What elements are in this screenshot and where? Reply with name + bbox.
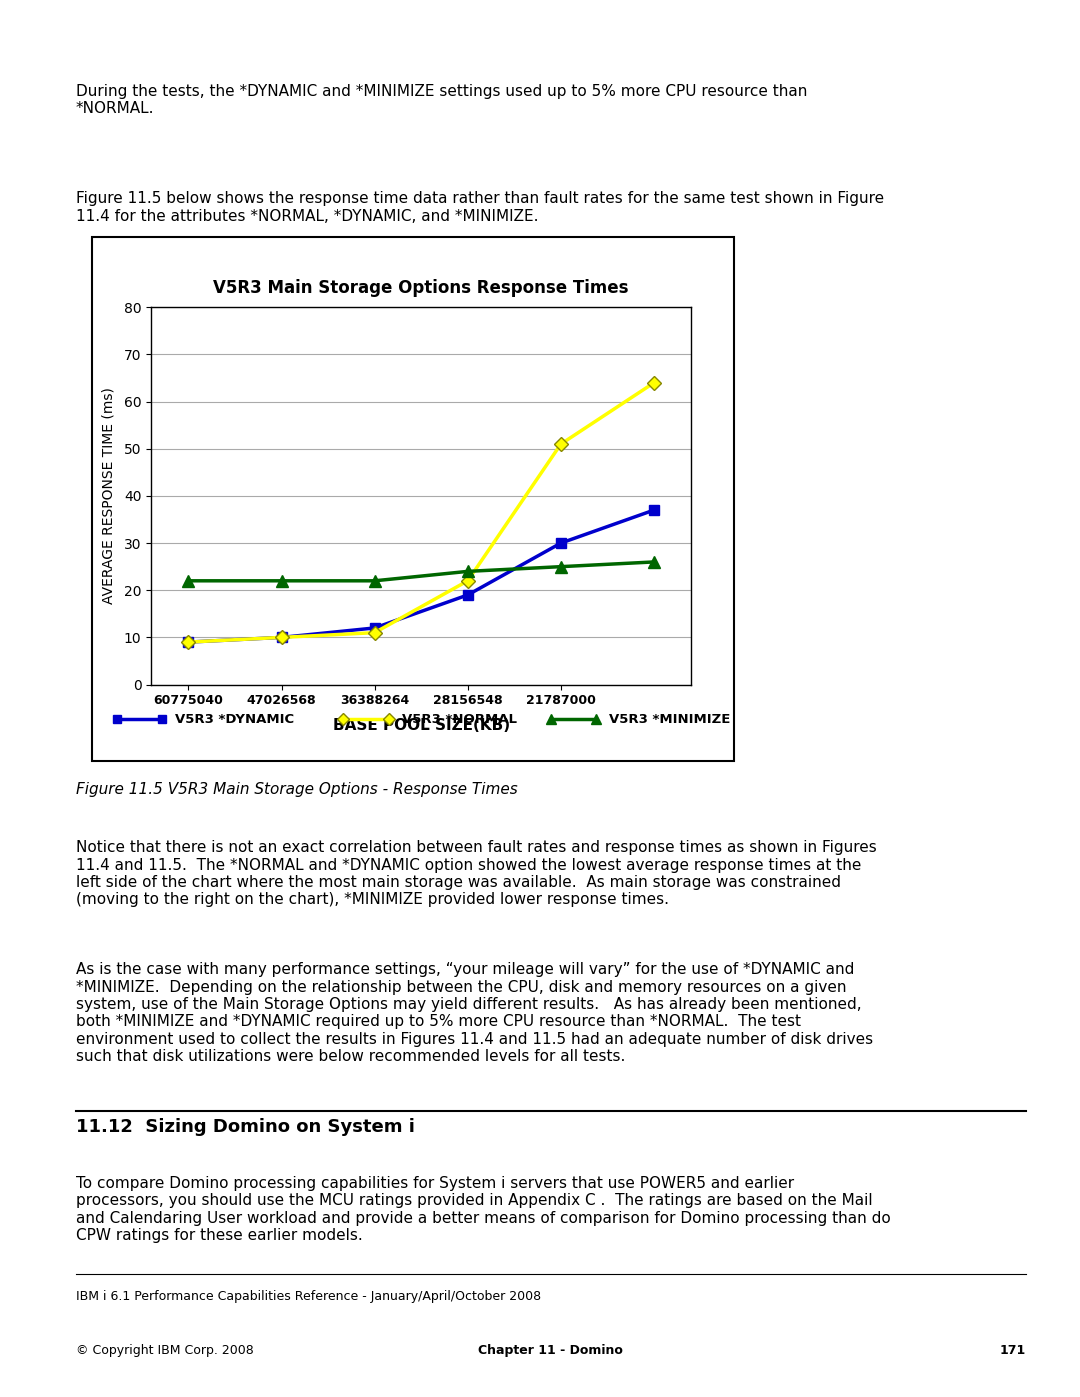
Text: Figure 11.5 V5R3 Main Storage Options - Response Times: Figure 11.5 V5R3 Main Storage Options - …: [76, 782, 517, 798]
Text: V5R3 *MINIMIZE: V5R3 *MINIMIZE: [609, 712, 730, 726]
Y-axis label: AVERAGE RESPONSE TIME (ms): AVERAGE RESPONSE TIME (ms): [102, 387, 116, 605]
Text: To compare Domino processing capabilities for System i servers that use POWER5 a: To compare Domino processing capabilitie…: [76, 1176, 890, 1243]
Text: 11.12  Sizing Domino on System i: 11.12 Sizing Domino on System i: [76, 1118, 415, 1136]
Text: IBM i 6.1 Performance Capabilities Reference - January/April/October 2008: IBM i 6.1 Performance Capabilities Refer…: [76, 1291, 541, 1303]
Text: Notice that there is not an exact correlation between fault rates and response t: Notice that there is not an exact correl…: [76, 840, 876, 908]
Text: As is the case with many performance settings, “your mileage will vary” for the : As is the case with many performance set…: [76, 963, 873, 1065]
X-axis label: BASE POOL SIZE(KB): BASE POOL SIZE(KB): [333, 718, 510, 733]
Text: V5R3 *NORMAL: V5R3 *NORMAL: [402, 712, 516, 726]
Text: Figure 11.5 below shows the response time data rather than fault rates for the s: Figure 11.5 below shows the response tim…: [76, 191, 883, 224]
Title: V5R3 Main Storage Options Response Times: V5R3 Main Storage Options Response Times: [214, 279, 629, 298]
Text: V5R3 *DYNAMIC: V5R3 *DYNAMIC: [175, 712, 294, 726]
Text: © Copyright IBM Corp. 2008: © Copyright IBM Corp. 2008: [76, 1344, 254, 1356]
Text: Chapter 11 - Domino: Chapter 11 - Domino: [478, 1344, 623, 1356]
Text: During the tests, the *DYNAMIC and *MINIMIZE settings used up to 5% more CPU res: During the tests, the *DYNAMIC and *MINI…: [76, 84, 807, 116]
Text: 171: 171: [1000, 1344, 1026, 1356]
